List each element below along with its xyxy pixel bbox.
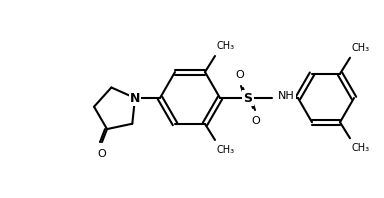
Text: O: O: [252, 116, 260, 126]
Text: CH₃: CH₃: [217, 145, 235, 155]
Text: CH₃: CH₃: [217, 41, 235, 51]
Text: O: O: [236, 70, 244, 80]
Text: NH: NH: [278, 91, 295, 101]
Text: CH₃: CH₃: [352, 143, 370, 153]
Text: CH₃: CH₃: [352, 43, 370, 53]
Text: N: N: [130, 91, 140, 105]
Text: O: O: [98, 149, 106, 159]
Text: S: S: [243, 91, 253, 105]
